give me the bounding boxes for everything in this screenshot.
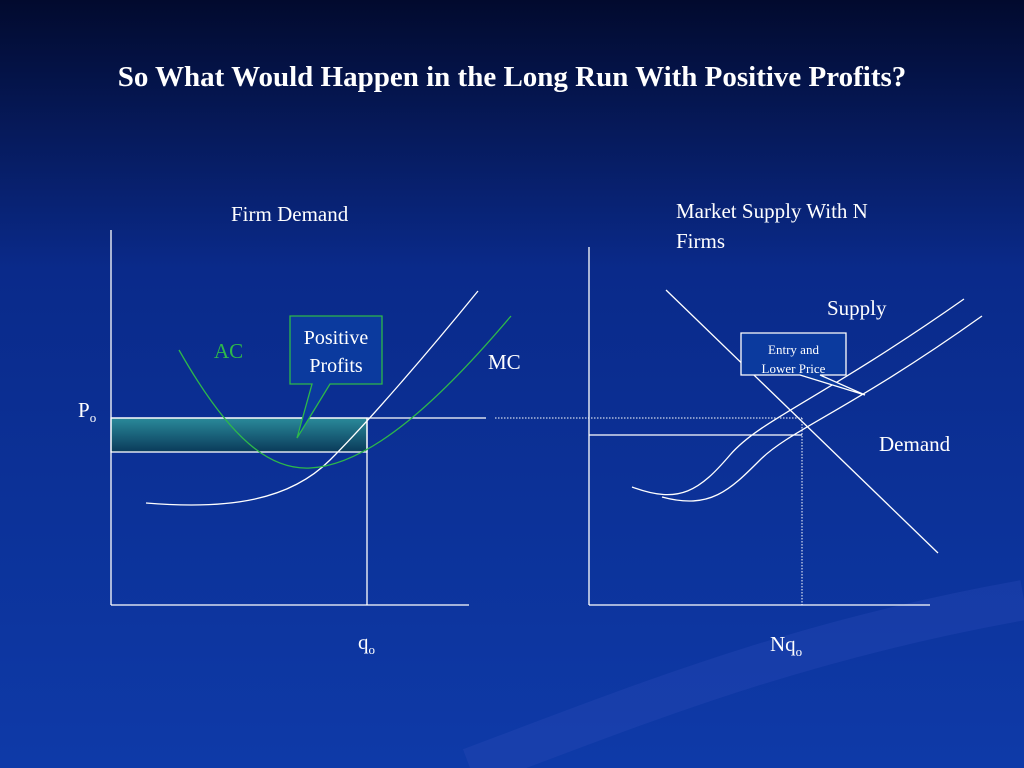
callout-box — [289, 315, 383, 439]
callout-line: Positive — [303, 327, 369, 349]
callout-text: Positive Profits — [290, 324, 382, 380]
label-text: P — [78, 398, 90, 422]
panel-label: Market Supply With N Firms — [676, 199, 868, 253]
label-sub: o — [795, 644, 803, 660]
label-sub: o — [89, 410, 97, 426]
label-sub: o — [368, 642, 376, 658]
quantity-label: Nqo — [770, 632, 802, 660]
ac-label: AC — [214, 339, 244, 363]
supply-label: Supply — [827, 296, 887, 320]
price-label: Po — [78, 398, 96, 426]
callout-box — [740, 332, 866, 396]
callout-text: Entry and Lower Price — [741, 340, 846, 378]
panel-label: Firm Demand — [231, 202, 349, 226]
label-text: q — [358, 630, 369, 654]
supply-curve — [631, 298, 965, 496]
title: So What Would Happen in the Long Run Wit… — [117, 61, 907, 93]
decor — [462, 580, 1024, 768]
mc-label: MC — [488, 350, 521, 374]
mc-curve — [145, 290, 479, 506]
supply-curve-new — [661, 315, 983, 502]
callout-line: Profits — [309, 355, 363, 377]
demand-curve — [665, 289, 939, 554]
callout-line: Entry and — [768, 342, 819, 357]
demand-label: Demand — [879, 432, 951, 456]
label-text: Nq — [770, 632, 796, 656]
quantity-label: qo — [358, 630, 375, 658]
ac-curve — [178, 315, 512, 469]
callout-line: Lower Price — [761, 361, 826, 376]
